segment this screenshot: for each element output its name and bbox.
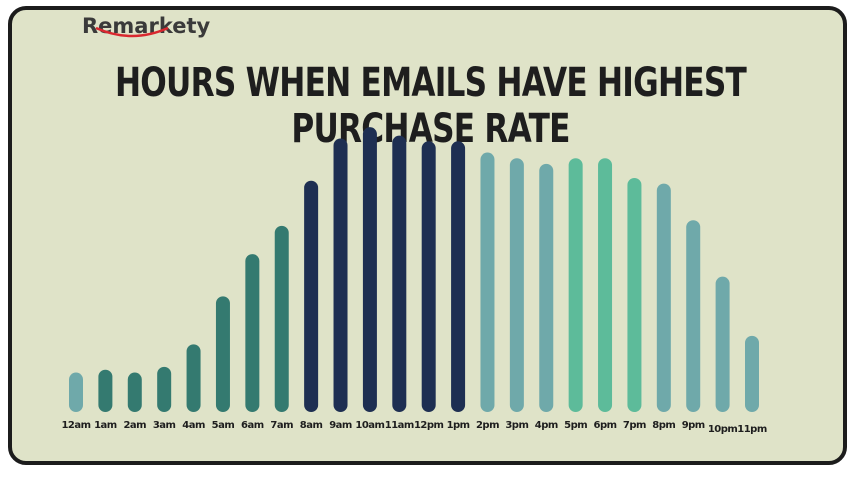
tick-label-2am: 2am	[123, 420, 146, 431]
bar-10pm	[715, 276, 730, 412]
bar-1am	[98, 369, 113, 412]
logo-smile-icon	[95, 26, 169, 38]
bar-8pm	[656, 183, 671, 412]
tick-label-12am: 12am	[61, 420, 90, 431]
tick-label-11am: 11am	[385, 420, 414, 431]
tick-label-8pm: 8pm	[652, 420, 675, 431]
tick-label-3pm: 3pm	[505, 420, 528, 431]
bar-8am	[304, 180, 319, 412]
tick-label-8am: 8am	[300, 420, 323, 431]
bar-4pm	[539, 163, 554, 412]
bar-4am	[186, 344, 201, 412]
bar-6pm	[598, 158, 613, 412]
bar-1pm	[451, 141, 466, 412]
tick-label-6pm: 6pm	[594, 420, 617, 431]
tick-label-1pm: 1pm	[447, 420, 470, 431]
bar-9pm	[686, 220, 701, 412]
bar-9am	[333, 138, 348, 412]
bar-5am	[215, 296, 230, 412]
tick-label-5am: 5am	[212, 420, 235, 431]
bar-10am	[362, 127, 377, 413]
chart-title: HOURS WHEN EMAILS HAVE HIGHEST PURCHASE …	[114, 60, 747, 152]
bar-2pm	[480, 152, 495, 412]
tick-label-9pm: 9pm	[682, 420, 705, 431]
bar-11am	[392, 135, 407, 412]
bar-7am	[274, 225, 289, 412]
tick-label-4am: 4am	[182, 420, 205, 431]
tick-label-1am: 1am	[94, 420, 117, 431]
bar-11pm	[745, 335, 759, 412]
tick-label-4pm: 4pm	[535, 420, 558, 431]
tick-label-11pm: 11pm	[737, 424, 767, 435]
tick-label-10am: 10am	[355, 420, 384, 431]
tick-label-3am: 3am	[153, 420, 176, 431]
bar-2am	[127, 372, 142, 412]
bar-7pm	[627, 177, 642, 412]
bar-12pm	[421, 141, 436, 412]
bar-3pm	[509, 158, 524, 412]
tick-label-7am: 7am	[270, 420, 293, 431]
bar-5pm	[568, 158, 583, 412]
bar-6am	[245, 254, 260, 412]
bar-3am	[157, 366, 172, 412]
bar-12am	[69, 372, 83, 412]
tick-label-10pm: 10pm	[708, 424, 738, 435]
tick-label-12pm: 12pm	[414, 420, 444, 431]
tick-label-9am: 9am	[329, 420, 352, 431]
tick-label-2pm: 2pm	[476, 420, 499, 431]
tick-label-5pm: 5pm	[564, 420, 587, 431]
tick-label-6am: 6am	[241, 420, 264, 431]
tick-label-7pm: 7pm	[623, 420, 646, 431]
